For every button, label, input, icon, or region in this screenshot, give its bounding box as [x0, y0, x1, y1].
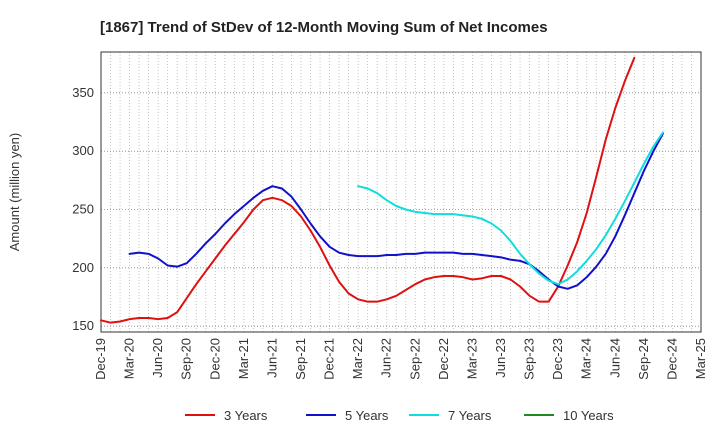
x-tick-label: Dec-19 — [93, 338, 108, 380]
y-tick-label: 350 — [72, 85, 94, 100]
x-tick-label: Dec-23 — [550, 338, 565, 380]
y-tick-label: 200 — [72, 260, 94, 275]
legend-label: 5 Years — [345, 408, 389, 423]
axes: 150 200 250 300 350 Dec-19 Mar-20 Jun-20 Sep-20 D… — [72, 51, 708, 380]
y-tick-label: 150 — [72, 318, 94, 333]
x-tick-label: Dec-24 — [664, 338, 679, 380]
x-tick-label: Sep-23 — [522, 338, 537, 380]
x-tick-label: Jun-20 — [150, 338, 165, 378]
legend: 3 Years 5 Years 7 Years 10 Years — [185, 408, 614, 423]
x-tick-label: Dec-22 — [436, 338, 451, 380]
plot-frame — [100, 51, 702, 333]
x-tick-label: Mar-21 — [236, 338, 251, 379]
chart-title: [1867] Trend of StDev of 12-Month Moving… — [100, 19, 548, 36]
x-tick-label: Jun-24 — [607, 338, 622, 378]
x-tick-label: Mar-24 — [579, 338, 594, 379]
x-tick-label: Jun-21 — [264, 338, 279, 378]
legend-label: 7 Years — [448, 408, 492, 423]
x-tick-label: Jun-23 — [493, 338, 508, 378]
series-line-3-years — [100, 56, 636, 324]
y-tick-label: 300 — [72, 143, 94, 158]
x-tick-label: Jun-22 — [379, 338, 394, 378]
x-tick-label: Sep-22 — [407, 338, 422, 380]
x-tick-label: Sep-21 — [293, 338, 308, 380]
legend-label: 10 Years — [563, 408, 614, 423]
x-tick-label: Mar-25 — [693, 338, 708, 379]
y-axis-label: Amount (million yen) — [7, 133, 22, 252]
series-line-7-years — [357, 131, 664, 286]
x-tick-label: Sep-24 — [636, 338, 651, 380]
x-tick-label: Mar-22 — [350, 338, 365, 379]
series-lines — [100, 56, 664, 324]
x-tick-label: Dec-20 — [207, 338, 222, 380]
grid-lines — [101, 52, 701, 332]
x-tick-label: Sep-20 — [179, 338, 194, 380]
x-tick-label: Mar-20 — [122, 338, 137, 379]
x-tick-label: Dec-21 — [322, 338, 337, 380]
x-tick-label: Mar-23 — [464, 338, 479, 379]
legend-label: 3 Years — [224, 408, 268, 423]
series-line-5-years — [128, 132, 664, 290]
y-tick-label: 250 — [72, 202, 94, 217]
